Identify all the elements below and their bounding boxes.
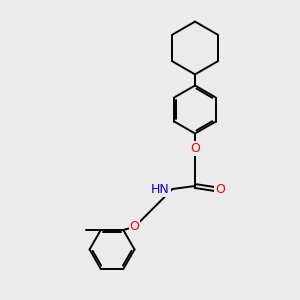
Text: O: O xyxy=(215,182,225,196)
Text: O: O xyxy=(190,142,200,155)
Text: O: O xyxy=(130,220,140,233)
Text: HN: HN xyxy=(151,182,170,196)
